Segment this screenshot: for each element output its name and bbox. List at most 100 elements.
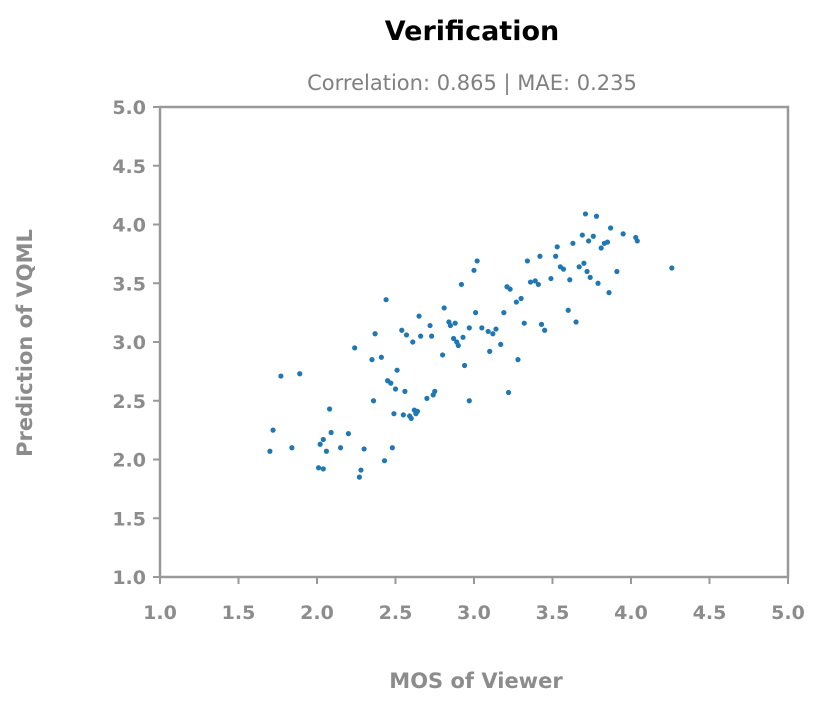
data-point [507,286,513,292]
data-point [369,357,375,363]
data-point [317,441,323,447]
data-point [315,465,322,471]
data-point [565,307,571,313]
y-tick-label: 2.0 [112,450,146,472]
data-point [586,238,592,244]
data-point [289,445,295,451]
data-point [593,213,600,219]
data-point [501,310,507,316]
x-tick-label: 3.5 [536,602,570,624]
y-tick-label: 3.0 [112,332,146,354]
y-axis: 1.0 1.5 2.0 2.5 3.0 3.5 4.0 4.5 5.0 [112,97,160,589]
x-tick-label: 5.0 [771,602,805,624]
y-tick-label: 3.5 [112,273,146,295]
data-point [620,231,626,237]
data-point [524,258,530,264]
x-tick-label: 2.0 [300,602,334,624]
data-point [356,474,362,480]
data-point [378,354,384,360]
data-point [479,325,485,331]
data-point [432,388,438,394]
data-point [582,211,589,217]
data-point [576,264,582,270]
data-point [447,322,454,329]
data-point [458,281,465,288]
data-point [427,322,433,329]
data-point [337,445,344,451]
data-point [505,389,512,396]
data-point [402,388,408,394]
data-point [634,238,640,244]
data-point [388,380,394,386]
data-point [614,268,620,275]
data-point [542,327,548,333]
x-tick-label: 1.0 [143,602,177,624]
data-point [323,448,330,454]
data-point [485,328,491,335]
data-point [554,244,560,250]
data-point [471,267,477,273]
data-point [460,334,466,340]
data-point [440,352,446,358]
data-point [345,431,351,437]
data-point [518,295,524,302]
data-point [573,319,579,325]
chart-title: Verification [385,16,559,47]
x-axis-label: MOS of Viewer [389,669,563,693]
data-point [587,274,593,280]
data-point [493,326,499,332]
data-point [372,331,378,337]
data-point [598,245,604,251]
data-point [466,325,472,331]
data-point [410,339,416,345]
data-point [548,275,554,282]
data-point [581,260,587,266]
data-point [513,299,519,305]
data-point [532,278,538,284]
data-point [527,279,534,285]
data-point [560,266,567,272]
data-point [553,253,559,259]
data-point [441,305,447,311]
y-tick-label: 1.0 [112,567,146,589]
data-point [370,398,377,404]
data-point [400,412,406,418]
data-point [391,411,397,417]
data-point [424,395,430,401]
data-point [416,313,422,319]
data-point [381,458,388,464]
data-point [358,467,364,473]
x-tick-label: 4.5 [693,602,727,624]
data-point [399,327,405,333]
x-tick-label: 3.0 [457,602,491,624]
data-point [487,348,493,354]
x-tick-label: 1.5 [222,602,256,624]
data-points [267,211,675,480]
chart-subtitle: Correlation: 0.865 | MAE: 0.235 [307,71,637,96]
data-point [452,320,458,326]
data-point [604,239,611,245]
data-point [490,331,496,337]
data-point [326,406,333,412]
data-point [579,232,585,238]
data-point [466,398,472,404]
data-point [538,321,545,327]
data-point [537,253,543,259]
data-point [429,333,435,339]
data-point [535,281,541,288]
data-point [455,342,461,349]
data-point [361,446,367,452]
data-point [606,290,612,296]
x-tick-label: 4.0 [614,602,648,624]
data-point [450,335,457,342]
data-point [414,408,421,414]
data-point [418,333,424,339]
data-point [590,233,596,239]
data-point [389,445,395,451]
data-point [392,386,399,392]
y-tick-label: 1.5 [112,508,146,530]
data-point [394,367,400,373]
y-tick-label: 5.0 [112,97,146,119]
data-point [570,240,576,246]
